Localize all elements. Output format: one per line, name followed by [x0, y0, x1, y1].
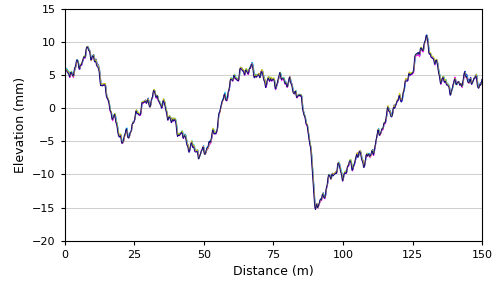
X-axis label: Distance (m): Distance (m): [233, 265, 314, 278]
Y-axis label: Elevation (mm): Elevation (mm): [13, 77, 26, 173]
